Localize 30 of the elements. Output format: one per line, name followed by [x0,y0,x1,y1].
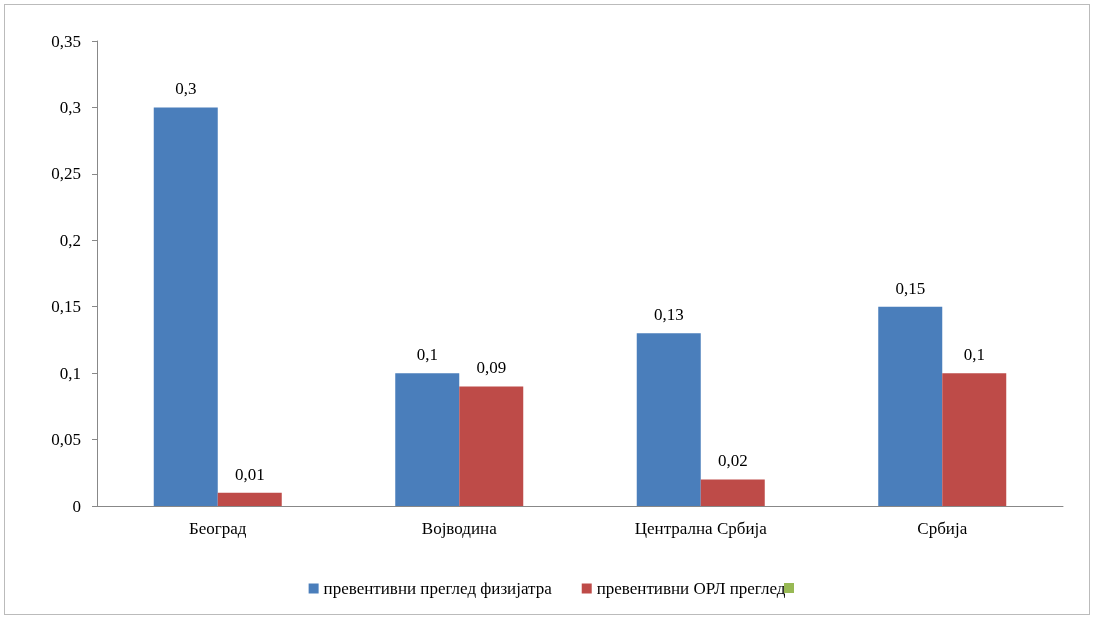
bar [636,333,701,506]
y-tick-label: 0,3 [59,97,81,117]
bar [700,479,765,506]
y-tick-label: 0,05 [51,430,81,450]
x-tick-label: Србија [917,519,968,538]
y-tick-label: 0,15 [51,297,81,317]
y-tick-label: 0,35 [51,31,81,51]
data-label: 0,1 [416,345,438,365]
y-tick-label: 0,2 [59,230,81,250]
y-tick-label: 0,25 [51,164,81,184]
bar [153,107,218,506]
bar [217,492,282,506]
y-tick-label: 0,1 [59,363,81,383]
data-label: 0,01 [234,464,265,484]
x-tick-label: Централна Србија [634,519,768,538]
data-label: 0,09 [476,358,507,378]
x-tick-label: Војводина [421,519,498,538]
data-label: 0,1 [963,345,985,365]
data-label: 0,3 [175,79,197,99]
x-tick-label: Београд [189,519,247,538]
bar [459,386,524,506]
bar [878,306,943,506]
data-label: 0,15 [895,278,926,298]
data-label: 0,13 [653,305,684,325]
y-tick-label: 0 [72,496,81,516]
legend-label: превентивни ОРЛ преглед [596,579,786,598]
bar [395,373,460,506]
data-label: 0,02 [717,451,748,471]
bar [942,373,1007,506]
legend-label: превентивни преглед физијатра [323,579,553,598]
